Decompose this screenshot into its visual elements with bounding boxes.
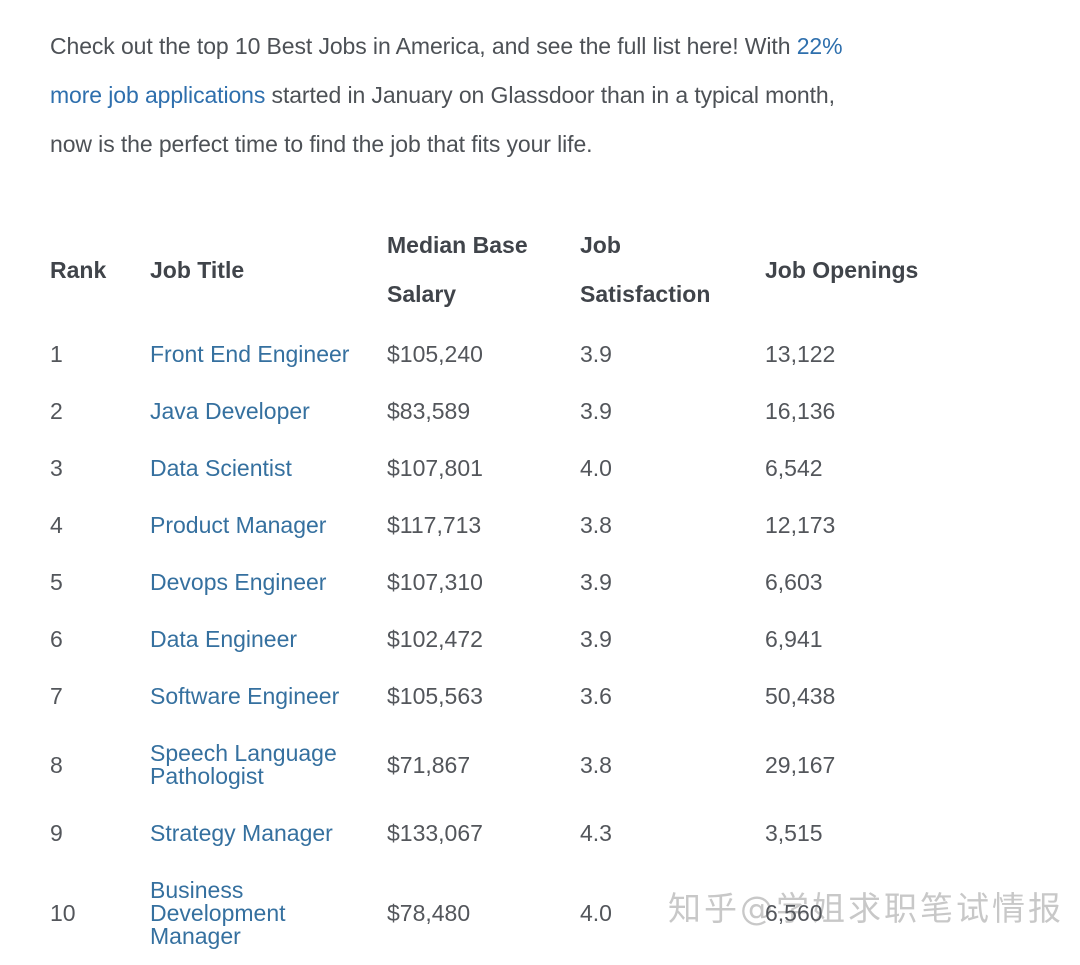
table-row: 4 Product Manager $117,713 3.8 12,173 [50,497,1030,554]
intro-line-1: Check out the top 10 Best Jobs in Americ… [50,22,1030,71]
intro-line-3: now is the perfect time to find the job … [50,120,1030,169]
openings-cell: 6,941 [765,626,823,652]
table-row: 9 Strategy Manager $133,067 4.3 3,515 [50,805,1030,862]
satisfaction-cell: 3.9 [580,569,612,595]
job-title-cell: Data Scientist [150,440,387,497]
intro-paragraph: Check out the top 10 Best Jobs in Americ… [50,22,1030,169]
salary-cell: $83,589 [387,398,471,424]
intro-line-2: more job applications started in January… [50,71,1030,120]
table-row: 6 Data Engineer $102,472 3.9 6,941 [50,611,1030,668]
satisfaction-cell: 3.9 [580,341,612,367]
job-title-cell: Speech Language Pathologist [150,725,387,805]
openings-cell: 12,173 [765,512,836,538]
job-title-link[interactable]: Front End Engineer [150,341,350,367]
rank-cell: 2 [50,398,63,424]
header-rank: Rank [50,214,150,326]
openings-cell: 6,603 [765,569,823,595]
job-title-cell: Product Manager [150,497,387,554]
salary-cell: $105,563 [387,683,483,709]
satisfaction-cell: 4.3 [580,820,612,846]
intro-text-2: started in January on Glassdoor than in … [265,82,835,108]
salary-cell: $133,067 [387,820,483,846]
job-title-link[interactable]: Strategy Manager [150,820,333,846]
table-row: 2 Java Developer $83,589 3.9 16,136 [50,383,1030,440]
job-title-cell: Strategy Manager [150,805,387,862]
job-title-cell: Devops Engineer [150,554,387,611]
openings-cell: 29,167 [765,751,836,778]
openings-cell: 50,438 [765,683,836,709]
satisfaction-cell: 4.0 [580,900,612,926]
header-median-base-salary-label: Median Base Salary [387,232,528,307]
job-title-cell: Java Developer [150,383,387,440]
satisfaction-cell: 3.6 [580,683,612,709]
table-row: 8 Speech Language Pathologist $71,867 3.… [50,725,1030,805]
satisfaction-cell: 3.9 [580,626,612,652]
openings-cell: 3,515 [765,820,823,846]
satisfaction-cell: 3.9 [580,398,612,424]
header-job-title-label: Job Title [150,256,245,283]
table-row: 3 Data Scientist $107,801 4.0 6,542 [50,440,1030,497]
intro-link-part1[interactable]: 22% [796,33,843,59]
satisfaction-cell: 3.8 [580,751,612,778]
header-job-satisfaction-label: Job Satisfaction [580,232,711,307]
table-row: 5 Devops Engineer $107,310 3.9 6,603 [50,554,1030,611]
satisfaction-cell: 3.8 [580,512,612,538]
job-title-link[interactable]: Product Manager [150,512,327,538]
salary-cell: $71,867 [387,751,471,778]
job-title-cell: Data Engineer [150,611,387,668]
job-title-link[interactable]: Data Engineer [150,626,298,652]
header-job-openings-label: Job Openings [765,256,919,283]
job-title-cell: Front End Engineer [150,326,387,383]
rank-cell: 7 [50,683,63,709]
openings-cell: 6,560 [765,900,823,926]
rank-cell: 9 [50,820,63,846]
header-job-openings: Job Openings [765,214,1030,326]
satisfaction-cell: 4.0 [580,455,612,481]
job-title-link[interactable]: Software Engineer [150,683,340,709]
salary-cell: $107,801 [387,455,483,481]
job-title-cell: Software Engineer [150,668,387,725]
openings-cell: 6,542 [765,455,823,481]
salary-cell: $117,713 [387,512,482,538]
table-row: 7 Software Engineer $105,563 3.6 50,438 [50,668,1030,725]
rank-cell: 4 [50,512,63,538]
header-job-title: Job Title [150,214,387,326]
rank-cell: 3 [50,455,63,481]
openings-cell: 16,136 [765,398,836,424]
rank-cell: 10 [50,900,76,926]
header-rank-label: Rank [50,256,107,283]
openings-cell: 13,122 [765,341,836,367]
header-row: Rank Job Title Median Base Salary Job Sa… [50,214,1030,326]
intro-link-part2[interactable]: more job applications [50,82,266,108]
salary-cell: $78,480 [387,900,471,926]
job-title-link[interactable]: Speech Language Pathologist [150,740,337,789]
jobs-table: Rank Job Title Median Base Salary Job Sa… [50,214,1030,965]
table-row: 1 Front End Engineer $105,240 3.9 13,122 [50,326,1030,383]
rank-cell: 6 [50,626,63,652]
salary-cell: $102,472 [387,626,483,652]
header-job-satisfaction: Job Satisfaction [580,214,765,326]
job-title-link[interactable]: Devops Engineer [150,569,327,595]
rank-cell: 5 [50,569,63,595]
job-title-link[interactable]: Java Developer [150,398,310,424]
rank-cell: 8 [50,751,63,778]
job-title-cell: Business Development Manager [150,862,387,965]
intro-text-1: Check out the top 10 Best Jobs in Americ… [50,33,797,59]
rank-cell: 1 [50,341,63,367]
intro-text-3: now is the perfect time to find the job … [50,131,593,157]
job-title-link[interactable]: Data Scientist [150,455,292,481]
job-title-link[interactable]: Business Development Manager [150,877,286,949]
salary-cell: $105,240 [387,341,483,367]
zhihu-watermark: 知乎@学姐求职笔试情报 [668,889,1064,928]
table-row: 10 Business Development Manager $78,480 … [50,862,1030,965]
header-median-base-salary: Median Base Salary [387,214,580,326]
salary-cell: $107,310 [387,569,483,595]
